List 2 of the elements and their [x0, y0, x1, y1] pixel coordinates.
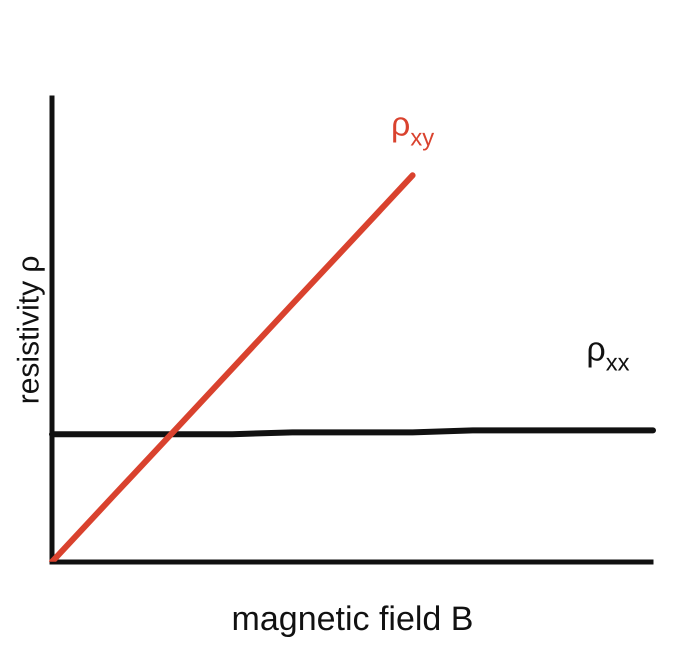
x-axis-title: magnetic field B	[232, 600, 474, 638]
y-axis-title: resistivity ρ	[12, 256, 46, 404]
